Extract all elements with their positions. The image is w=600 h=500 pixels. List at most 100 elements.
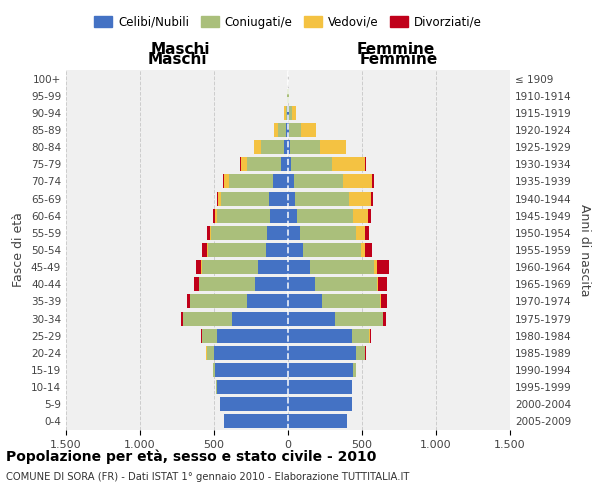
Bar [202,328,217,342]
Bar [206,226,209,240]
Bar [288,380,352,394]
Bar [217,328,288,342]
Bar [240,158,241,172]
Bar [288,260,310,274]
Bar [288,158,291,172]
Bar [383,312,386,326]
Bar [288,174,294,188]
Bar [303,243,361,257]
Text: Maschi: Maschi [147,52,207,66]
Bar [215,208,217,222]
Bar [196,260,202,274]
Bar [215,363,288,377]
Bar [278,123,286,137]
Bar [289,123,301,137]
Bar [284,106,286,120]
Bar [291,158,332,172]
Bar [181,312,183,326]
Y-axis label: Fasce di età: Fasce di età [13,212,25,288]
Bar [287,106,288,120]
Bar [332,158,365,172]
Bar [288,106,289,120]
Bar [281,158,288,172]
Bar [199,278,256,291]
Bar [194,278,199,291]
Bar [288,363,353,377]
Bar [206,346,214,360]
Bar [259,260,288,274]
Bar [208,243,266,257]
Bar [217,380,288,394]
Bar [221,192,269,205]
Bar [217,192,218,205]
Bar [365,158,366,172]
Bar [310,260,374,274]
Bar [201,328,202,342]
Bar [218,192,221,205]
Bar [266,243,288,257]
Bar [187,294,190,308]
Bar [209,226,211,240]
Bar [365,243,373,257]
Bar [374,260,377,274]
Bar [183,312,232,326]
Bar [217,208,270,222]
Bar [288,123,289,137]
Bar [241,158,247,172]
Bar [365,226,370,240]
Bar [349,192,371,205]
Bar [267,226,288,240]
Bar [247,158,281,172]
Bar [212,363,215,377]
Bar [288,294,322,308]
Bar [380,294,381,308]
Bar [256,278,288,291]
Bar [294,174,343,188]
Bar [288,278,314,291]
Bar [202,260,259,274]
Bar [288,414,347,428]
Legend: Celibi/Nubili, Coniugati/e, Vedovi/e, Divorziati/e: Celibi/Nubili, Coniugati/e, Vedovi/e, Di… [89,11,487,34]
Bar [224,174,229,188]
Bar [381,294,387,308]
Bar [270,208,288,222]
Bar [211,226,267,240]
Bar [292,106,296,120]
Bar [295,192,349,205]
Bar [353,363,356,377]
Bar [288,243,303,257]
Bar [378,278,387,291]
Bar [214,346,288,360]
Bar [269,192,288,205]
Bar [377,278,378,291]
Y-axis label: Anni di nascita: Anni di nascita [578,204,591,296]
Bar [288,192,295,205]
Bar [207,243,208,257]
Bar [274,123,278,137]
Bar [352,328,370,342]
Text: Maschi: Maschi [150,42,210,58]
Bar [353,208,368,222]
Bar [288,312,335,326]
Text: Femmine: Femmine [360,52,438,66]
Bar [368,208,371,222]
Bar [224,414,288,428]
Bar [273,174,288,188]
Bar [223,174,224,188]
Bar [284,140,288,154]
Bar [356,226,365,240]
Bar [247,294,288,308]
Bar [286,123,288,137]
Bar [288,398,352,411]
Bar [335,312,383,326]
Bar [343,174,373,188]
Bar [370,328,371,342]
Bar [300,226,356,240]
Bar [229,174,273,188]
Bar [320,140,346,154]
Text: COMUNE DI SORA (FR) - Dati ISTAT 1° gennaio 2010 - Elaborazione TUTTITALIA.IT: COMUNE DI SORA (FR) - Dati ISTAT 1° genn… [6,472,409,482]
Text: Femmine: Femmine [357,42,435,58]
Bar [216,380,217,394]
Bar [288,226,300,240]
Bar [220,398,288,411]
